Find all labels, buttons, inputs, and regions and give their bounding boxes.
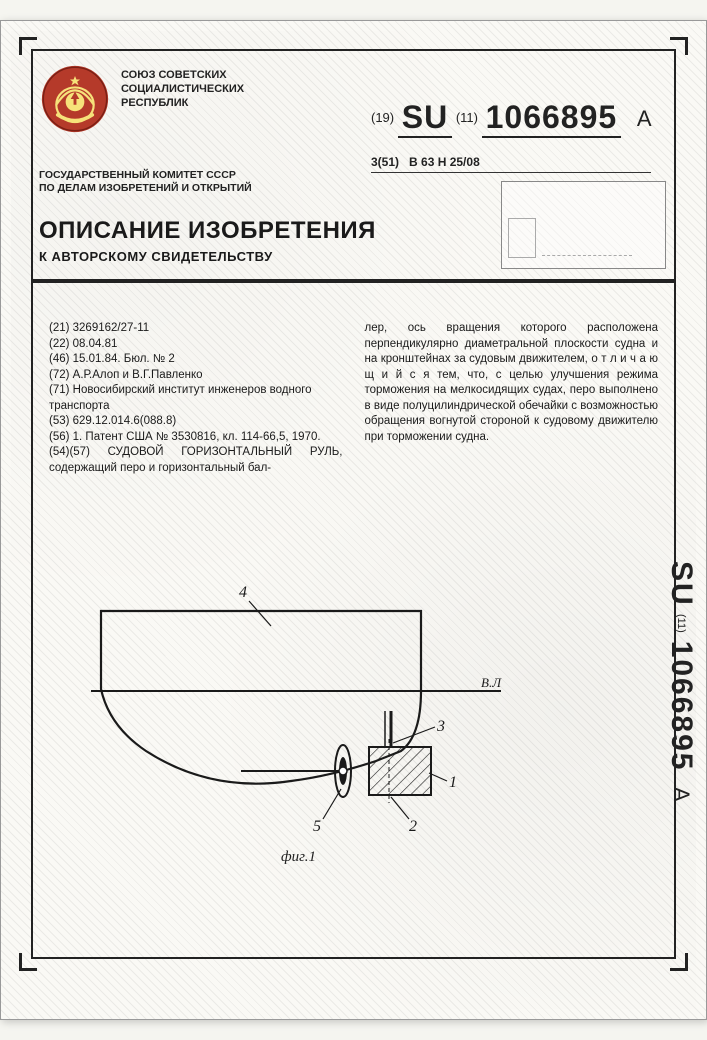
svg-text:4: 4 [239, 584, 247, 601]
side-code-11: (11) [675, 610, 687, 637]
figure-caption: фиг.1 [281, 849, 316, 866]
committee-line: ГОСУДАРСТВЕННЫЙ КОМИТЕТ СССР [39, 169, 252, 182]
ipc-class: В 63 Н 25/08 [409, 155, 480, 169]
stamp-inner [508, 218, 536, 258]
org-line: СОЮЗ СОВЕТСКИХ [121, 69, 244, 83]
svg-text:3: 3 [436, 718, 445, 735]
committee-line: ПО ДЕЛАМ ИЗОБРЕТЕНИЙ И ОТКРЫТИЙ [39, 182, 252, 195]
ipc-classification: 3(51) В 63 Н 25/08 [371, 155, 651, 173]
title-block: ОПИСАНИЕ ИЗОБРЕТЕНИЯ К АВТОРСКОМУ СВИДЕТ… [39, 217, 376, 264]
field-54-lead: (54)(57) СУДОВОЙ ГОРИЗОНТАЛЬНЫЙ РУЛЬ, [49, 446, 343, 458]
org-line: СОЦИАЛИСТИЧЕСКИХ [121, 83, 244, 97]
code-11: (11) [456, 110, 478, 125]
field-54-tail: содержащий перо и горизонтальный бал- [49, 462, 271, 474]
field-71: (71) Новосибирский институт инженеров во… [49, 383, 343, 414]
side-number: 1066895 [665, 641, 698, 772]
title-sub: К АВТОРСКОМУ СВИДЕТЕЛЬСТВУ [39, 249, 376, 264]
abstract-text: лер, ось вращения которого расположена п… [365, 321, 659, 445]
title-rule [33, 279, 674, 283]
field-56: (56) 1. Патент США № 3530816, кл. 114-66… [49, 430, 343, 446]
field-53: (53) 629.12.014.6(088.8) [49, 414, 343, 430]
field-21: (21) 3269162/27-11 [49, 321, 343, 337]
side-patent-id: SU (11) 1066895 A [664, 561, 698, 802]
field-46: (46) 15.01.84. Бюл. № 2 [49, 352, 343, 368]
side-country: SU [665, 561, 698, 607]
stamp-box [501, 181, 666, 269]
svg-text:5: 5 [313, 818, 321, 835]
org-line: РЕСПУБЛИК [121, 97, 244, 111]
figure-1: В.Л 4 3 1 2 [91, 571, 531, 871]
waterline-label: В.Л [481, 675, 502, 690]
column-right: лер, ось вращения которого расположена п… [365, 321, 659, 476]
org-name: СОЮЗ СОВЕТСКИХ СОЦИАЛИСТИЧЕСКИХ РЕСПУБЛИ… [121, 63, 244, 110]
state-emblem-icon [39, 63, 111, 135]
patent-number: 1066895 [482, 99, 622, 138]
kind-code: A [625, 106, 652, 131]
committee-name: ГОСУДАРСТВЕННЫЙ КОМИТЕТ СССР ПО ДЕЛАМ ИЗ… [39, 169, 252, 195]
body-columns: (21) 3269162/27-11 (22) 08.04.81 (46) 15… [49, 321, 658, 476]
header: СОЮЗ СОВЕТСКИХ СОЦИАЛИСТИЧЕСКИХ РЕСПУБЛИ… [39, 63, 244, 135]
ipc-code: 3(51) [371, 155, 399, 169]
stamp-dash [542, 255, 632, 256]
field-22: (22) 08.04.81 [49, 337, 343, 353]
side-suffix: A [669, 775, 694, 802]
column-left: (21) 3269162/27-11 (22) 08.04.81 (46) 15… [49, 321, 343, 476]
code-19: (19) [371, 110, 394, 125]
title-main: ОПИСАНИЕ ИЗОБРЕТЕНИЯ [39, 217, 376, 245]
field-72: (72) А.Р.Алоп и В.Г.Павленко [49, 368, 343, 384]
patent-id: (19) SU (11) 1066895 A [371, 99, 652, 138]
svg-text:2: 2 [409, 818, 417, 835]
country-code: SU [398, 99, 452, 138]
page: СОЮЗ СОВЕТСКИХ СОЦИАЛИСТИЧЕСКИХ РЕСПУБЛИ… [0, 20, 707, 1020]
svg-text:1: 1 [449, 774, 457, 791]
